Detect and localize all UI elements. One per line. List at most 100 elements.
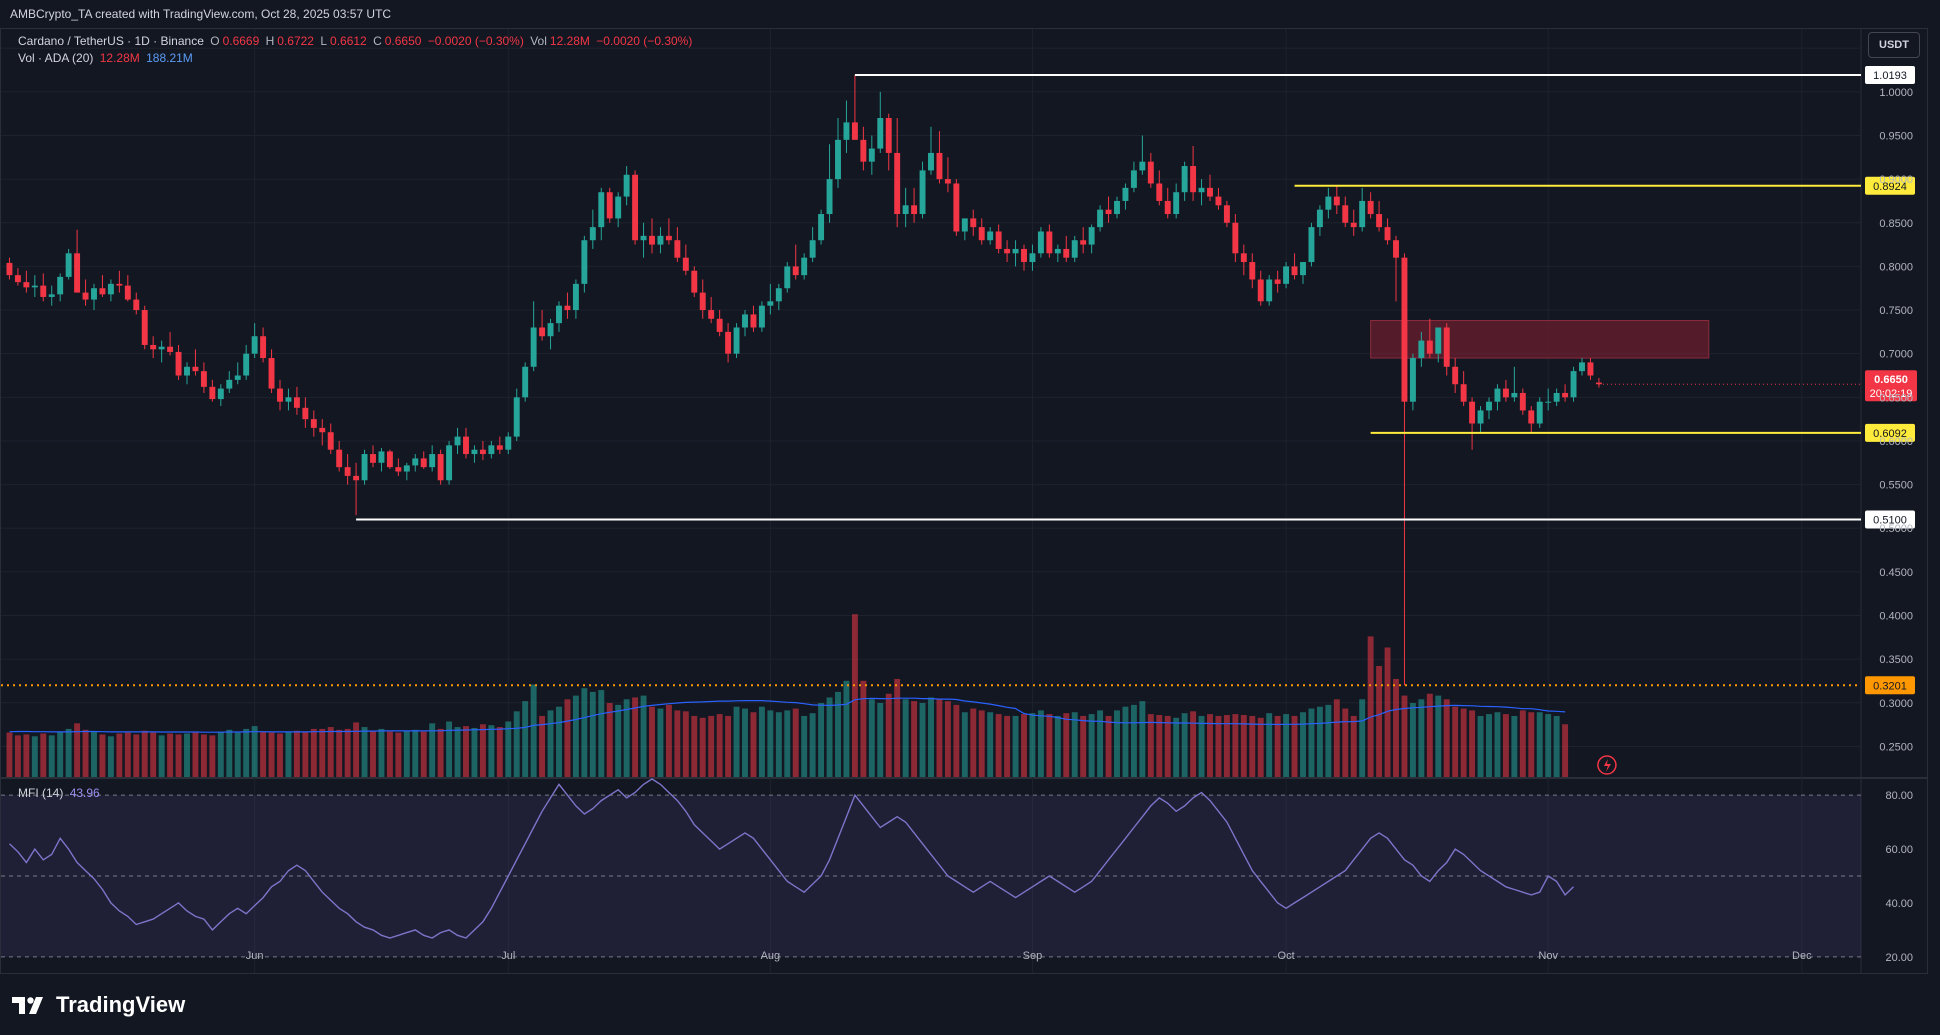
candle [674,227,681,263]
candle [640,222,647,258]
candle-body [1545,401,1552,403]
candle [936,131,943,184]
volume-bar [1063,713,1070,777]
candle [31,275,38,297]
tradingview-brand[interactable]: TradingView [12,991,185,1019]
candle-body [936,152,943,180]
volume-bar [1435,695,1442,777]
candle [293,386,300,415]
candle [378,447,385,472]
mfi-title[interactable]: MFI (14) [18,786,64,800]
candle-body [961,218,968,232]
volume-bar [479,724,486,777]
candle [65,248,72,280]
candle-body [1528,410,1535,424]
volume-bar [1097,710,1104,777]
candle-body [184,366,190,376]
volume-bar [1156,715,1163,777]
volume-bar [589,691,596,777]
candle [429,445,436,472]
candle [615,192,622,228]
candle-body [1367,200,1374,215]
candle [665,218,672,245]
candle-body [995,231,1002,249]
volume-bar [488,725,495,777]
candle-body [277,388,283,402]
candle-body [1012,248,1019,254]
price-chart[interactable]: 1.0193 0.8924 0.6092 0.5100 0.3201 0.6650 20:0… [1,29,1927,973]
volume-bar [1486,714,1492,777]
volume-bar [649,706,655,777]
price-tick-label: 0.5000 [1879,523,1913,535]
symbol-title[interactable]: Cardano / TetherUS · 1D · Binance [18,34,204,48]
candle-body [31,285,38,288]
volume-bar [1477,715,1484,777]
volume-bar [530,684,537,777]
volume-bar [1029,713,1036,777]
volume-bar [496,727,503,777]
candle-body [1147,161,1154,184]
candle [1519,388,1526,415]
volume-bar [809,713,816,777]
volume-bar [708,715,715,777]
candle [200,362,207,393]
volume-bar [1080,715,1087,777]
candle-body [1393,240,1399,258]
candle [463,427,469,459]
candle [733,323,740,359]
volume-bar [1452,706,1459,777]
candle-body [1071,240,1078,258]
last-price-label: 0.6650 [1874,374,1908,386]
volume-bar [1147,714,1154,777]
candle-body [716,318,723,332]
volume-bar [1266,713,1273,777]
candle [1409,353,1416,411]
candle [175,344,182,380]
candle-body [1435,327,1442,354]
candle [192,349,199,376]
low-value: 0.6612 [330,34,367,48]
volume-bar [792,708,799,777]
candle [99,275,106,297]
candle-body [361,454,368,481]
volume-bar [1130,704,1137,777]
candle-body [513,397,520,437]
volume-indicator-title[interactable]: Vol · ADA (20) [18,51,94,65]
candle [1054,244,1061,263]
candle [1300,262,1306,284]
price-tick-label: 1.0000 [1879,87,1913,99]
candle [970,209,977,236]
candle-body [1316,209,1323,228]
candle [1477,406,1484,433]
candle [1207,174,1213,201]
candle [987,227,994,245]
volume-bar [141,730,148,777]
candle-body [885,118,892,153]
volume-bar [1511,715,1518,777]
candle [1046,224,1053,258]
candle-body [1333,196,1340,206]
volume-bar [742,708,748,777]
price-tick-label: 0.7000 [1879,349,1913,361]
volume-bar [767,710,774,777]
candle [1393,235,1399,302]
currency-button[interactable]: USDT [1868,32,1920,58]
candle-body [1063,248,1070,258]
volume-bar [1418,699,1425,777]
open-label: O [210,34,220,48]
volume-bar [1350,715,1357,777]
candle-body [944,179,951,184]
volume-bar [57,731,64,777]
candle [801,253,808,280]
candle-body [150,344,157,350]
candle-body [1097,209,1104,228]
candle [1469,397,1476,450]
candle-body [124,285,131,300]
price-tick-label: 0.6000 [1879,436,1913,448]
candle-body [928,152,934,171]
candle-body [395,467,402,472]
level-price-label: 0.5100 [1873,515,1907,527]
candle [226,371,233,393]
candle [1426,318,1433,359]
candle [530,301,537,372]
